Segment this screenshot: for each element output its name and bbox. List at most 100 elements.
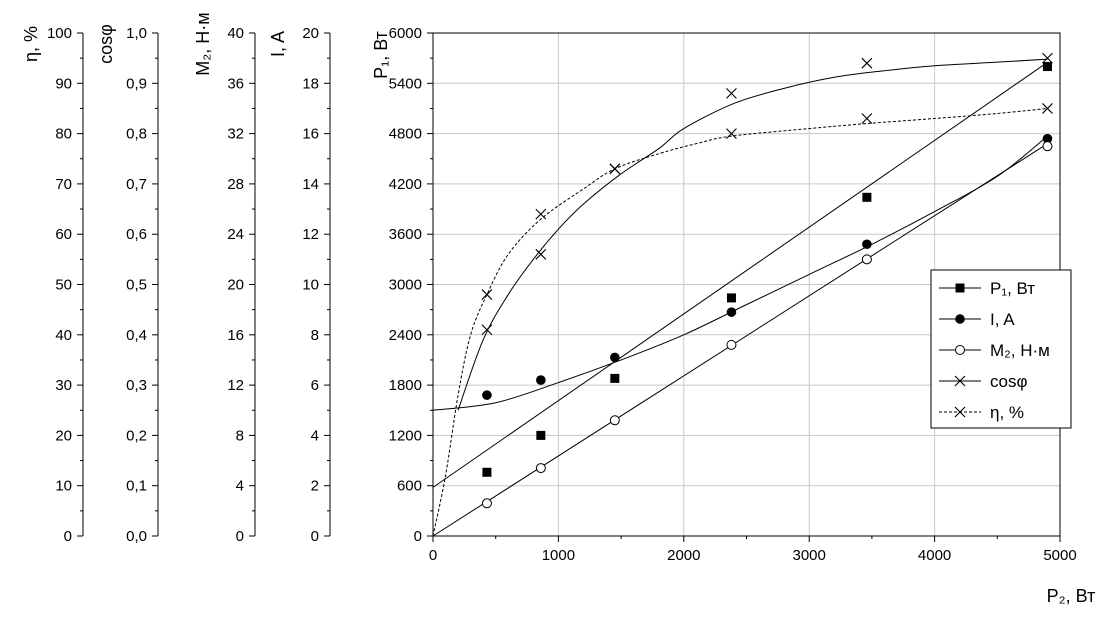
series-line (432, 135, 1048, 411)
y-axis-tick-label: 8 (311, 327, 319, 344)
y-axis-tick-label: 16 (227, 327, 244, 344)
data-point (610, 352, 620, 363)
data-point (609, 415, 620, 426)
data-point (726, 87, 737, 99)
y-axis-tick-label: 20 (227, 277, 244, 294)
legend-label: cosφ (990, 372, 1027, 391)
data-point (862, 239, 872, 250)
y-axis-tick-label: 6 (311, 377, 319, 394)
data-point (1042, 52, 1053, 64)
y-axis-tick-label: 14 (302, 176, 319, 193)
y-axis-tick-label: 0,9 (126, 75, 147, 92)
y-axis-tick-label: 600 (397, 478, 422, 495)
y-axis-label: cosφ (96, 24, 116, 64)
y-axis-tick-label: 2 (311, 478, 319, 495)
series-1 (432, 133, 1053, 411)
x-axis-tick-label: 4000 (918, 547, 951, 564)
y-axis-tick-label: 1,0 (126, 25, 147, 42)
data-point (862, 192, 872, 202)
legend-label: P₁, Вт (990, 279, 1035, 298)
series-0 (432, 61, 1052, 488)
data-point (726, 307, 737, 317)
x-axis-tick-label: 0 (429, 547, 437, 564)
y-axis-label: P₁, Вт (371, 31, 391, 79)
data-point (954, 406, 966, 418)
data-point (535, 208, 547, 220)
legend-entry-0: P₁, Вт (939, 279, 1035, 298)
data-point (861, 113, 873, 124)
y-axis-label: η, % (21, 26, 41, 62)
y-axis-p1: 0 600 1200 1800 2400 3000 3600 4200 4800 5400 6000… (371, 25, 434, 545)
y-axis-tick-label: 3000 (389, 277, 422, 294)
legend-label: η, % (990, 403, 1024, 422)
data-point (481, 324, 493, 336)
y-axis-tick-label: 0,0 (126, 528, 147, 545)
y-axis-tick-label: 32 (227, 126, 244, 143)
y-axis-tick-label: 3600 (389, 226, 422, 243)
y-axis-i: 0 2 4 6 8 10 12 14 16 18 20 I, A (268, 25, 331, 545)
y-axis-tick-label: 0 (311, 528, 319, 545)
y-axis-tick-label: 80 (55, 126, 72, 143)
data-point (955, 314, 965, 324)
data-point (955, 345, 965, 355)
y-axis-tick-label: 0 (236, 528, 244, 545)
y-axis-tick-label: 20 (302, 25, 319, 42)
y-axis-tick-label: 8 (236, 427, 244, 444)
y-axis-tick-label: 0,3 (126, 377, 147, 394)
data-point (536, 430, 546, 440)
legend-entry-2: M₂, Н·м (939, 341, 1050, 360)
data-point (1042, 133, 1053, 144)
data-point (535, 463, 546, 474)
y-axis-tick-label: 30 (55, 377, 72, 394)
y-axis-tick-label: 6000 (389, 25, 422, 42)
y-axis-tick-label: 100 (47, 25, 72, 42)
data-point (726, 293, 736, 303)
x-axis-tick-label: 3000 (793, 547, 826, 564)
data-point (535, 248, 547, 260)
y-axis-tick-label: 36 (227, 75, 244, 92)
y-axis-tick-label: 0,8 (126, 126, 147, 143)
y-axis-tick-label: 20 (55, 427, 72, 444)
plot-series (432, 52, 1053, 537)
y-axis-tick-label: 0,6 (126, 226, 147, 243)
legend-entry-1: I, A (939, 310, 1015, 329)
data-point (861, 254, 872, 265)
series-line (432, 61, 1048, 488)
series-4 (432, 103, 1053, 537)
data-point (1042, 62, 1052, 72)
data-point (726, 128, 737, 139)
y-axis-tick-label: 0,4 (126, 327, 147, 344)
y-axis-tick-label: 50 (55, 277, 72, 294)
legend-label: I, A (990, 310, 1015, 329)
x-axis-label: P₂, Вт (1047, 586, 1096, 606)
y-axis-tick-label: 1800 (389, 377, 422, 394)
series-line (432, 143, 1048, 537)
y-axis-tick-label: 12 (227, 377, 244, 394)
y-axis-tick-label: 0,2 (126, 427, 147, 444)
y-axis-tick-label: 10 (55, 478, 72, 495)
y-axis-tick-label: 10 (302, 277, 319, 294)
y-axis-tick-label: 24 (227, 226, 244, 243)
y-axis-tick-label: 1200 (389, 427, 422, 444)
data-point (955, 283, 965, 293)
data-point (481, 498, 492, 509)
x-axis-tick-label: 5000 (1043, 547, 1076, 564)
y-axis-label: M₂, Н·м (193, 12, 213, 75)
y-axis-tick-label: 2400 (389, 327, 422, 344)
y-axis-tick-label: 12 (302, 226, 319, 243)
y-axis-eta: 0 10 20 30 40 50 60 70 80 90 100 η, % (21, 25, 84, 545)
legend: P₁, Вт I, A M₂, Н·м cosφ η, % (930, 269, 1072, 429)
data-point (610, 373, 620, 383)
data-point (1042, 103, 1053, 114)
y-axis-tick-label: 0 (64, 528, 72, 545)
data-point (536, 375, 546, 385)
data-point (861, 57, 873, 69)
y-axis-tick-label: 0 (414, 528, 422, 545)
series-2 (432, 141, 1053, 537)
data-point (482, 390, 492, 400)
y-axis-tick-label: 0,5 (126, 277, 147, 294)
y-axis-cos: 0,0 0,1 0,2 0,3 0,4 0,5 0,6 0,7 0,8 0,9 1,0 cosφ (96, 24, 159, 545)
series-line (457, 58, 1048, 411)
